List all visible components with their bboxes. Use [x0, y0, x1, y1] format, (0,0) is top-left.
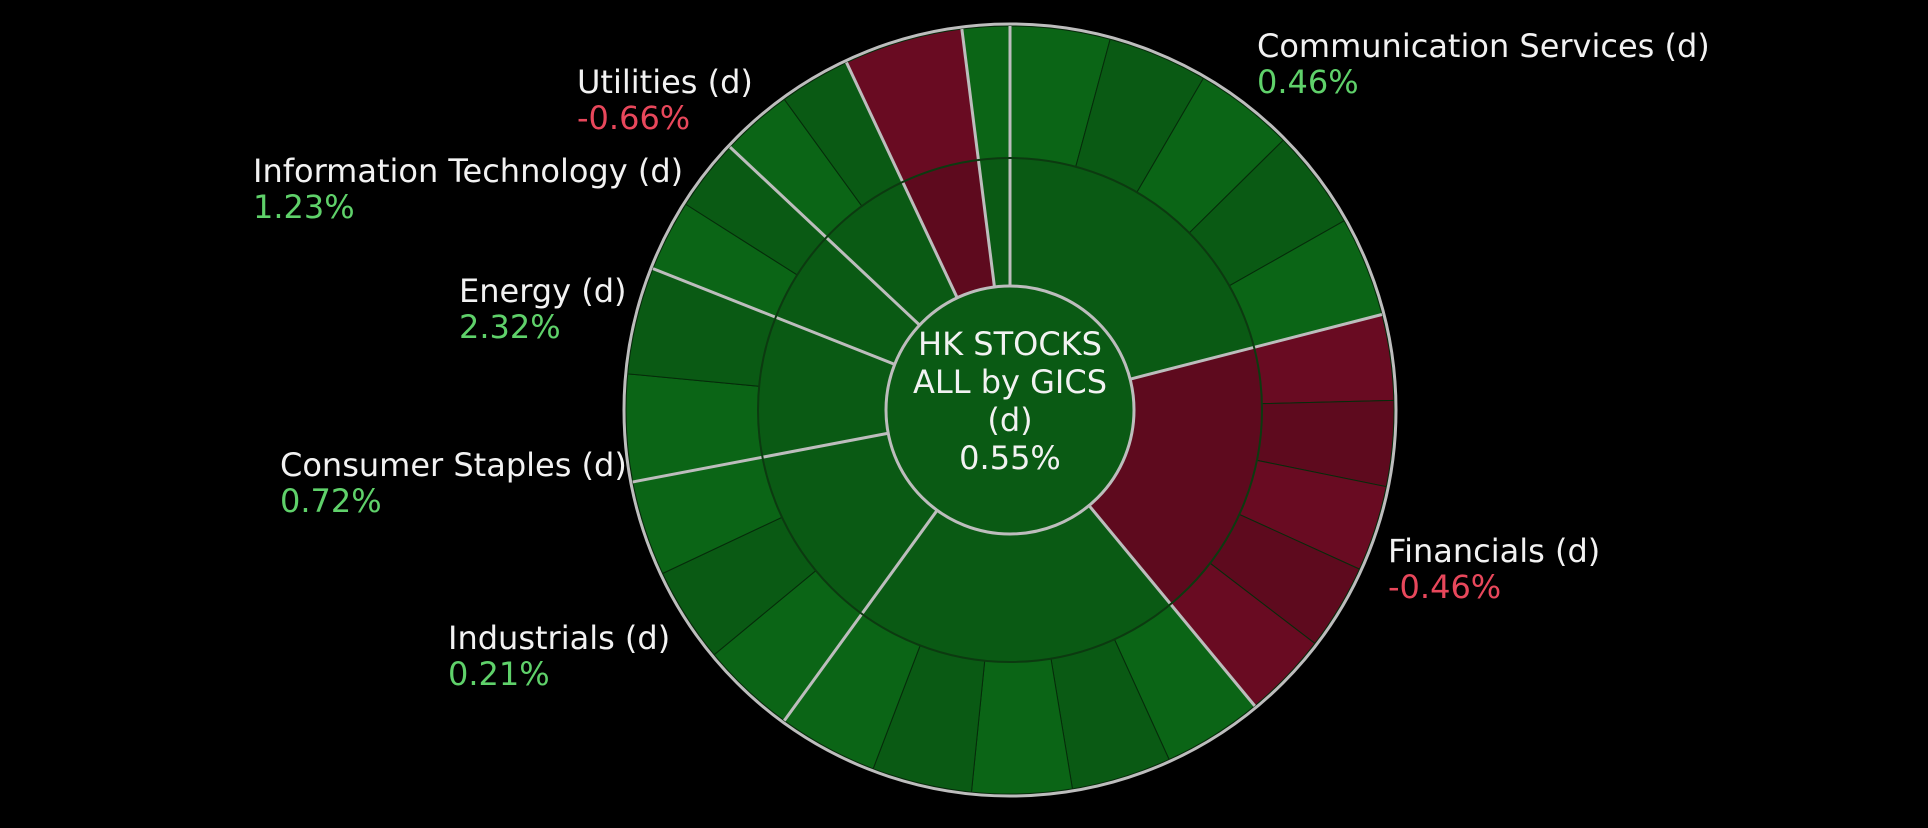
label-change: 1.23% — [253, 188, 355, 226]
label-name: Communication Services (d) — [1257, 27, 1710, 65]
separator-consumer-staples — [632, 431, 889, 484]
label-utilities: Utilities (d) -0.66% — [577, 64, 753, 136]
sunburst-slices — [625, 25, 1395, 795]
label-name: Financials (d) — [1388, 532, 1601, 570]
label-name: Information Technology (d) — [253, 152, 684, 190]
center-title-line2: ALL by GICS — [912, 363, 1108, 401]
label-information-technology: Information Technology (d) 1.23% — [253, 153, 683, 225]
separator-energy — [652, 267, 896, 366]
center-title-line1: HK STOCKS — [918, 325, 1102, 363]
label-name: Energy (d) — [459, 272, 627, 310]
separator-consumer-discretionary — [1087, 504, 1256, 707]
label-consumer-staples: Consumer Staples (d) 0.72% — [280, 447, 627, 519]
center-label: HK STOCKS ALL by GICS (d) 0.55% — [860, 325, 1160, 477]
label-change: 0.72% — [280, 482, 382, 520]
separator-utilities — [845, 61, 959, 299]
label-change: -0.66% — [577, 99, 691, 137]
label-financials: Financials (d) -0.46% — [1388, 533, 1600, 605]
label-industrials: Industrials (d) 0.21% — [448, 620, 670, 692]
label-change: 0.46% — [1257, 63, 1359, 101]
center-value: 0.55% — [959, 439, 1061, 477]
separator-information-technology — [729, 146, 921, 327]
sector-separators — [632, 26, 1383, 722]
label-energy: Energy (d) 2.32% — [459, 273, 626, 345]
label-communication-services: Communication Services (d) 0.46% — [1257, 28, 1710, 100]
label-change: -0.46% — [1388, 568, 1502, 606]
mid-ring — [757, 157, 1263, 663]
label-name: Utilities (d) — [577, 63, 753, 101]
outer-rim — [622, 22, 1398, 798]
separator-industrials — [783, 509, 939, 722]
label-change: 2.32% — [459, 308, 561, 346]
label-name: Industrials (d) — [448, 619, 671, 657]
label-change: 0.21% — [448, 655, 550, 693]
separator-real-estate — [960, 28, 996, 288]
separator-financials — [1129, 313, 1383, 381]
center-hub — [884, 284, 1136, 536]
label-name: Consumer Staples (d) — [280, 446, 627, 484]
center-title-line3: (d) — [987, 401, 1033, 439]
